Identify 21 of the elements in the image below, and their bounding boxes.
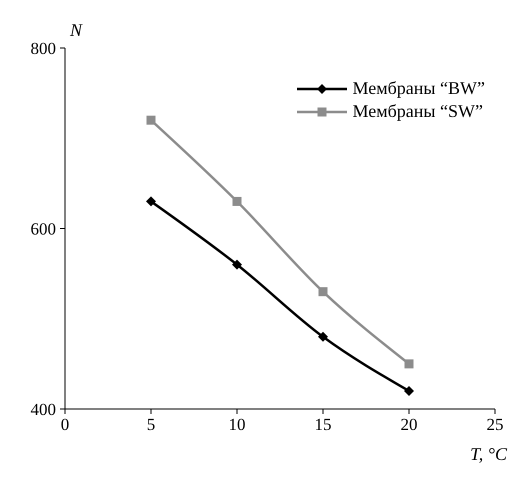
y-tick-label: 800	[30, 39, 56, 58]
x-tick-label: 20	[400, 415, 418, 434]
x-tick-label: 25	[486, 415, 504, 434]
y-tick-label: 400	[30, 400, 56, 420]
legend-label: Мембраны “BW”	[352, 78, 485, 99]
x-tick-label: 15	[314, 415, 332, 434]
point	[318, 332, 328, 342]
legend-label: Мембраны “SW”	[352, 101, 483, 122]
y-axis-title: N	[70, 20, 82, 41]
point	[404, 359, 414, 368]
x-tick-label: 0	[60, 415, 70, 434]
y-tick-label: 600	[30, 220, 56, 239]
point	[404, 386, 414, 396]
point	[318, 287, 328, 296]
point	[146, 116, 156, 125]
point	[232, 260, 242, 270]
x-tick-label: 10	[228, 415, 246, 434]
x-tick-label: 5	[146, 415, 156, 434]
point	[232, 196, 242, 206]
x-axis-title: T, °C	[470, 444, 507, 465]
point	[146, 196, 156, 206]
